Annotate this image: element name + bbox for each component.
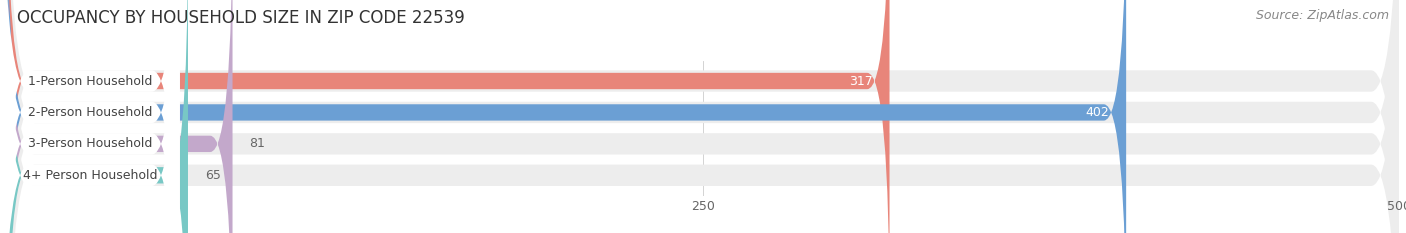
- FancyBboxPatch shape: [7, 0, 1399, 233]
- FancyBboxPatch shape: [7, 0, 232, 233]
- Text: Source: ZipAtlas.com: Source: ZipAtlas.com: [1256, 9, 1389, 22]
- FancyBboxPatch shape: [7, 0, 1399, 233]
- FancyBboxPatch shape: [1, 0, 180, 233]
- FancyBboxPatch shape: [1, 0, 180, 233]
- Text: 81: 81: [249, 137, 266, 150]
- FancyBboxPatch shape: [7, 0, 1126, 233]
- FancyBboxPatch shape: [7, 0, 188, 233]
- FancyBboxPatch shape: [1, 0, 180, 233]
- FancyBboxPatch shape: [7, 0, 890, 233]
- Text: 4+ Person Household: 4+ Person Household: [24, 169, 157, 182]
- Text: 317: 317: [849, 75, 873, 88]
- FancyBboxPatch shape: [7, 0, 1399, 233]
- Text: 402: 402: [1085, 106, 1109, 119]
- Text: 3-Person Household: 3-Person Household: [28, 137, 153, 150]
- FancyBboxPatch shape: [1, 0, 180, 233]
- Text: OCCUPANCY BY HOUSEHOLD SIZE IN ZIP CODE 22539: OCCUPANCY BY HOUSEHOLD SIZE IN ZIP CODE …: [17, 9, 464, 27]
- Text: 2-Person Household: 2-Person Household: [28, 106, 153, 119]
- FancyBboxPatch shape: [7, 0, 1399, 233]
- Text: 1-Person Household: 1-Person Household: [28, 75, 153, 88]
- Text: 65: 65: [205, 169, 221, 182]
